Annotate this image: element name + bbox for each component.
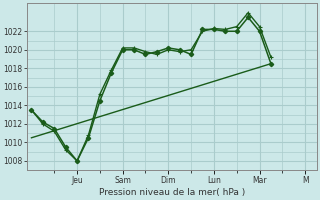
X-axis label: Pression niveau de la mer( hPa ): Pression niveau de la mer( hPa ) — [99, 188, 245, 197]
